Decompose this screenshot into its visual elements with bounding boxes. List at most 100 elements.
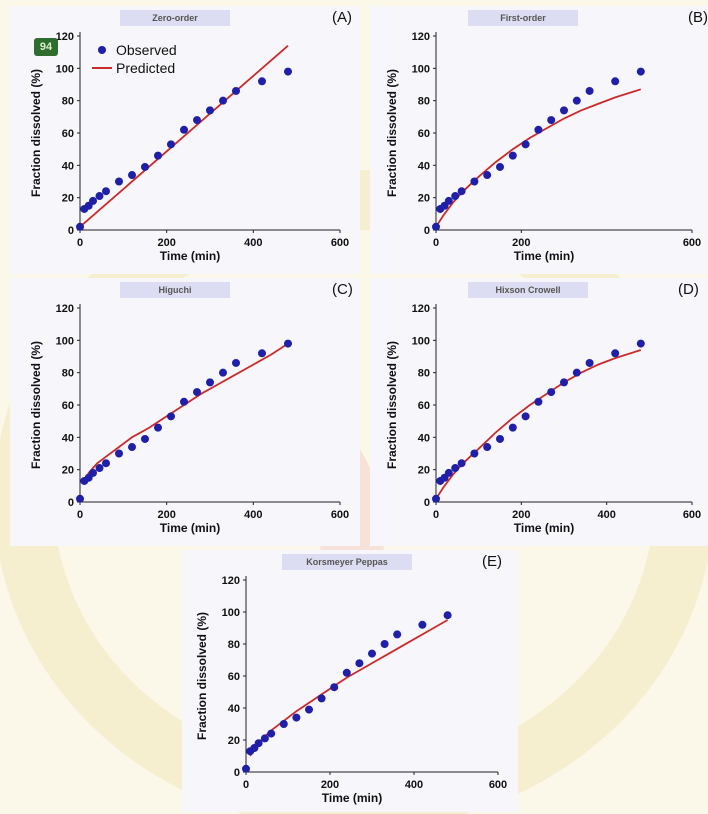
chart-d: 0 20 40 60 80 100 120 0 200 400 600 Time (min) Fract… [385,303,701,535]
observed-point [89,196,97,205]
chart-e: 0 20 40 60 80 100 120 0 200 400 600 Time (min) Fract… [195,575,507,805]
observed-point [636,67,645,76]
y-tick-label: 80 [418,96,430,108]
y-tick-label: 60 [62,400,74,412]
x-axis-label: Time (min) [160,249,220,263]
observed-point [180,397,188,406]
observed-point [305,705,313,714]
y-tick-label: 60 [228,671,240,683]
observed-point [418,620,427,629]
y-tick-label: 60 [62,128,74,140]
x-tick-label: 200 [157,237,175,249]
observed-point [470,449,479,458]
observed-point [560,378,568,387]
observed-point [432,494,440,503]
panel-b: First-order (B) 0 20 40 60 80 100 120 0 200 600 Ti… [370,6,708,274]
observed-point [508,423,517,432]
panel-a: Zero-order (A) 0 20 40 60 80 100 120 0 200 400 600… [10,6,360,274]
observed-point [572,96,581,105]
observed-point [128,171,136,180]
panel-e-title: Korsmeyer Peppas [282,554,412,570]
x-axis-label: Time (min) [322,791,382,805]
y-tick-label: 80 [62,368,74,380]
observed-point [167,412,175,421]
x-tick-label: 400 [244,237,262,249]
y-tick-label: 0 [68,497,74,509]
observed-point [154,151,162,160]
y-tick-label: 0 [68,225,74,237]
y-tick-label: 120 [412,303,430,315]
y-axis-label: Fraction dissolved (%) [195,612,209,740]
observed-point [154,423,162,432]
y-tick-label: 0 [424,497,430,509]
y-tick-label: 20 [418,465,430,477]
x-tick-label: 0 [77,237,83,249]
observed-point [206,106,214,115]
chart-a: 0 20 40 60 80 100 120 0 200 400 600 Time (min) Fract… [29,31,349,263]
observed-point [508,151,517,160]
observed-point [232,86,240,95]
y-tick-label: 20 [228,735,240,747]
legend-observed-marker [98,46,106,54]
y-tick-label: 40 [228,703,240,715]
observed-point [76,222,84,231]
y-tick-label: 20 [418,193,430,205]
y-tick-label: 60 [418,400,430,412]
observed-point [258,77,266,86]
y-tick-label: 100 [222,607,240,619]
x-tick-label: 400 [597,509,615,521]
observed-point [206,378,214,387]
observed-point [585,358,594,367]
observed-point [521,140,530,149]
observed-point [115,449,123,458]
y-tick-label: 100 [412,63,430,75]
observed-point [496,162,504,171]
predicted-line [435,349,642,500]
x-tick-label: 200 [512,237,530,249]
observed-point [444,468,453,477]
observed-point [432,222,440,231]
x-tick-label: 600 [489,779,507,791]
predicted-line [249,619,449,757]
page-badge: 94 [34,38,58,56]
y-tick-label: 80 [62,96,74,108]
observed-point [180,125,188,134]
y-tick-label: 40 [418,160,430,172]
predicted-line [435,88,642,228]
observed-point [585,86,594,95]
observed-point [534,125,543,134]
y-tick-label: 0 [424,225,430,237]
legend-observed-label: Observed [116,42,177,58]
x-tick-label: 0 [433,237,439,249]
observed-point [380,640,389,648]
panel-c-letter: (C) [332,281,353,298]
legend-predicted-label: Predicted [116,60,175,76]
chart-b: 0 20 40 60 80 100 120 0 200 600 Time (min) Fraction… [385,31,701,263]
panel-b-letter: (B) [688,9,708,26]
observed-point [636,339,645,348]
x-axis-label: Time (min) [514,521,574,535]
y-tick-label: 80 [418,368,430,380]
x-tick-label: 400 [244,509,262,521]
x-tick-label: 400 [405,779,423,791]
y-tick-label: 60 [418,128,430,140]
y-tick-label: 40 [418,432,430,444]
x-tick-label: 600 [683,237,701,249]
panel-c-title: Higuchi [120,282,230,298]
y-axis-label: Fraction dissolved (%) [385,341,399,469]
x-tick-label: 600 [683,509,701,521]
x-tick-label: 200 [157,509,175,521]
y-tick-label: 100 [56,335,74,347]
y-tick-label: 20 [62,193,74,205]
y-tick-label: 40 [62,160,74,172]
y-tick-label: 120 [222,575,240,587]
x-tick-label: 0 [77,509,83,521]
x-tick-label: 0 [433,509,439,521]
observed-point [451,464,460,473]
observed-point [317,694,326,703]
y-tick-label: 100 [56,63,74,75]
x-tick-label: 200 [512,509,530,521]
predicted-line [83,342,289,483]
observed-point [279,720,288,728]
y-tick-label: 0 [234,767,240,779]
